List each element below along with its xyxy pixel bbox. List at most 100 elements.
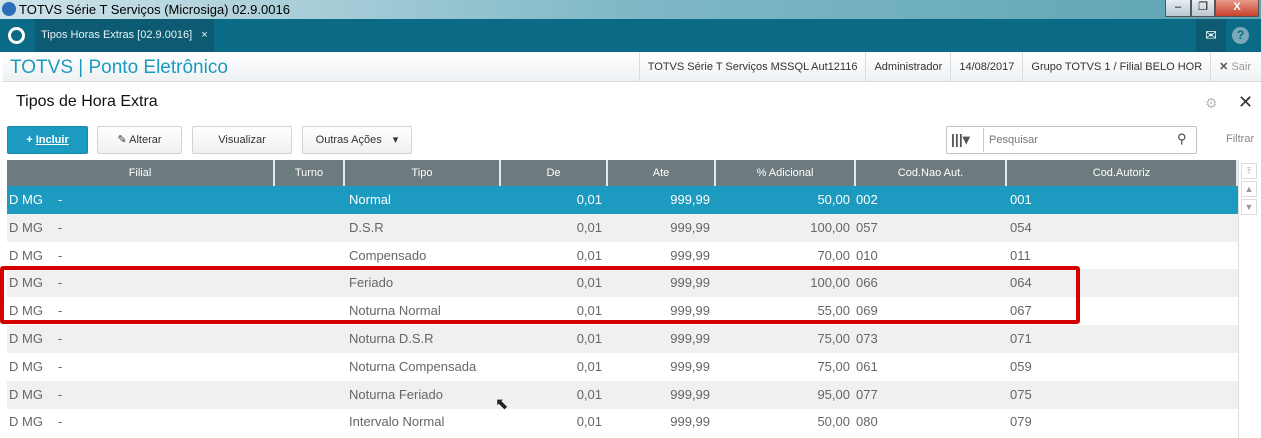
cell-filial: D MG bbox=[9, 358, 43, 374]
cell-filial: D MG bbox=[9, 303, 43, 319]
column-header-ate[interactable]: Ate bbox=[608, 160, 716, 186]
cell-cod-autoriz: 011 bbox=[1010, 247, 1031, 263]
filtrar-link[interactable]: Filtrar bbox=[1226, 133, 1255, 145]
cell-turno: - bbox=[58, 386, 63, 402]
module-title: TOTVS | Ponto Eletrônico bbox=[10, 57, 228, 78]
incluir-label: Incluir bbox=[35, 134, 69, 146]
chevron-down-icon: ▾ bbox=[392, 134, 399, 146]
table-row[interactable]: D MG - Noturna Normal 0,01 999,99 55,00 069 067 bbox=[7, 297, 1238, 325]
search-input[interactable] bbox=[983, 128, 1173, 152]
cell-turno: - bbox=[58, 192, 63, 207]
cell-filial: D MG bbox=[9, 219, 43, 235]
cell-cod-autoriz: 059 bbox=[1010, 358, 1032, 374]
column-header-tipo[interactable]: Tipo bbox=[345, 160, 501, 186]
columns-selector-icon[interactable]: |||▾ bbox=[951, 131, 970, 147]
table-row[interactable]: D MG - Compensado 0,01 999,99 70,00 010 011 bbox=[7, 242, 1238, 270]
cell-de: 0,01 bbox=[576, 358, 602, 374]
cell-cod-nao-aut: 069 bbox=[856, 303, 878, 319]
restore-button[interactable]: ❐ bbox=[1191, 0, 1215, 17]
cell-ate: 999,99 bbox=[670, 192, 710, 207]
scrollbar[interactable]: ⤒ ▲ ▼ bbox=[1238, 160, 1258, 438]
alterar-button[interactable]: ✎ Alterar bbox=[97, 126, 182, 154]
tab-label: Tipos Horas Extras [02.9.0016] bbox=[41, 29, 193, 41]
cell-de: 0,01 bbox=[576, 275, 602, 291]
cell-tipo: Normal bbox=[349, 192, 391, 207]
date-info: 14/08/2017 bbox=[950, 52, 1022, 82]
cell-turno: - bbox=[58, 275, 63, 291]
gear-icon[interactable]: ⚙ bbox=[1205, 95, 1218, 111]
window-title: TOTVS Série T Serviços (Microsiga) 02.9.… bbox=[19, 2, 290, 17]
cell-ate: 999,99 bbox=[670, 358, 710, 374]
cell-filial: D MG bbox=[9, 414, 43, 430]
incluir-button[interactable]: + Incluir bbox=[7, 126, 88, 154]
session-info: TOTVS Série T Serviços MSSQL Aut12116 Ad… bbox=[638, 52, 1261, 82]
visualizar-button[interactable]: Visualizar bbox=[192, 126, 292, 154]
cell-ate: 999,99 bbox=[670, 331, 710, 346]
tab-close-icon[interactable]: × bbox=[201, 29, 208, 41]
minimize-button[interactable]: – bbox=[1165, 0, 1191, 17]
cell-cod-autoriz: 071 bbox=[1010, 331, 1032, 346]
column-header-cod-autoriz[interactable]: Cod.Autoriz bbox=[1007, 160, 1238, 186]
cell-tipo: Compensado bbox=[349, 247, 427, 263]
column-header-filial[interactable]: Filial bbox=[7, 160, 275, 186]
tab-tipos-horas-extras[interactable]: Tipos Horas Extras [02.9.0016] × bbox=[35, 19, 214, 52]
cell-cod-autoriz: 079 bbox=[1010, 414, 1032, 430]
search-box: |||▾ ⚲ bbox=[946, 126, 1197, 154]
totvs-logo-icon[interactable] bbox=[8, 27, 25, 44]
scroll-down-icon[interactable]: ▼ bbox=[1241, 199, 1257, 215]
cell-de: 0,01 bbox=[576, 219, 602, 235]
close-icon[interactable]: ✕ bbox=[1238, 92, 1254, 112]
outras-acoes-button[interactable]: Outras Ações ▾ bbox=[302, 126, 412, 154]
cell-adicional: 100,00 bbox=[810, 219, 850, 235]
scroll-top-icon[interactable]: ⤒ bbox=[1241, 163, 1257, 179]
table-row[interactable]: D MG - D.S.R 0,01 999,99 100,00 057 054 bbox=[7, 213, 1238, 242]
cell-adicional: 75,00 bbox=[817, 331, 850, 346]
scroll-up-icon[interactable]: ▲ bbox=[1241, 181, 1257, 197]
cell-turno: - bbox=[58, 414, 63, 430]
table-row[interactable]: D MG - Feriado 0,01 999,99 100,00 066 064 bbox=[7, 269, 1238, 298]
cell-ate: 999,99 bbox=[670, 247, 710, 263]
close-window-button[interactable]: X bbox=[1215, 0, 1259, 17]
cell-tipo: Intervalo Normal bbox=[349, 414, 445, 430]
cell-de: 0,01 bbox=[576, 192, 602, 207]
table-row[interactable]: D MG - Normal 0,01 999,99 50,00 002 001 bbox=[7, 186, 1238, 214]
column-header-cod-nao-aut[interactable]: Cod.Nao Aut. bbox=[856, 160, 1007, 186]
cell-filial: D MG bbox=[9, 331, 43, 346]
cell-de: 0,01 bbox=[576, 247, 602, 263]
column-header-turno[interactable]: Turno bbox=[275, 160, 345, 186]
table-row[interactable]: D MG - Noturna D.S.R 0,01 999,99 75,00 073 071 bbox=[7, 325, 1238, 353]
cell-cod-nao-aut: 010 bbox=[856, 247, 878, 263]
cell-turno: - bbox=[58, 331, 63, 346]
cell-ate: 999,99 bbox=[670, 386, 710, 402]
cell-cod-nao-aut: 080 bbox=[856, 414, 878, 430]
cell-adicional: 100,00 bbox=[810, 275, 850, 291]
table-row[interactable]: D MG - Noturna Compensada 0,01 999,99 75,00 06… bbox=[7, 353, 1238, 381]
table-row[interactable]: D MG - Intervalo Normal 0,01 999,99 50,00 080 0… bbox=[7, 408, 1238, 436]
page-title: Tipos de Hora Extra bbox=[16, 93, 158, 110]
help-icon[interactable]: ? bbox=[1232, 27, 1249, 44]
search-icon[interactable]: ⚲ bbox=[1177, 131, 1187, 146]
cell-de: 0,01 bbox=[576, 414, 602, 430]
branch-info: Grupo TOTVS 1 / Filial BELO HOR bbox=[1022, 52, 1210, 82]
cell-turno: - bbox=[58, 247, 63, 263]
app-bar: Tipos Horas Extras [02.9.0016] × ✉ ? bbox=[0, 19, 1261, 52]
cell-adicional: 50,00 bbox=[817, 192, 850, 207]
cell-filial: D MG bbox=[9, 247, 43, 263]
app-icon bbox=[2, 2, 16, 16]
cell-ate: 999,99 bbox=[670, 303, 710, 319]
table-row[interactable]: D MG - Noturna Feriado 0,01 999,99 95,00 077 07… bbox=[7, 380, 1238, 409]
environment-info: TOTVS Série T Serviços MSSQL Aut12116 bbox=[638, 52, 866, 82]
cell-cod-autoriz: 064 bbox=[1010, 275, 1032, 291]
cell-tipo: Noturna D.S.R bbox=[349, 331, 434, 346]
cell-ate: 999,99 bbox=[670, 414, 710, 430]
cell-de: 0,01 bbox=[576, 386, 602, 402]
cell-cod-nao-aut: 061 bbox=[856, 358, 878, 374]
cell-cod-autoriz: 001 bbox=[1010, 192, 1032, 207]
column-header-adicional[interactable]: % Adicional bbox=[716, 160, 856, 186]
cell-filial: D MG bbox=[9, 386, 43, 402]
cell-cod-autoriz: 067 bbox=[1010, 303, 1032, 319]
window-titlebar: TOTVS Série T Serviços (Microsiga) 02.9.… bbox=[0, 0, 1261, 19]
exit-button[interactable]: ✕ Sair bbox=[1210, 52, 1261, 82]
mail-icon[interactable]: ✉ bbox=[1196, 19, 1226, 52]
column-header-de[interactable]: De bbox=[501, 160, 608, 186]
